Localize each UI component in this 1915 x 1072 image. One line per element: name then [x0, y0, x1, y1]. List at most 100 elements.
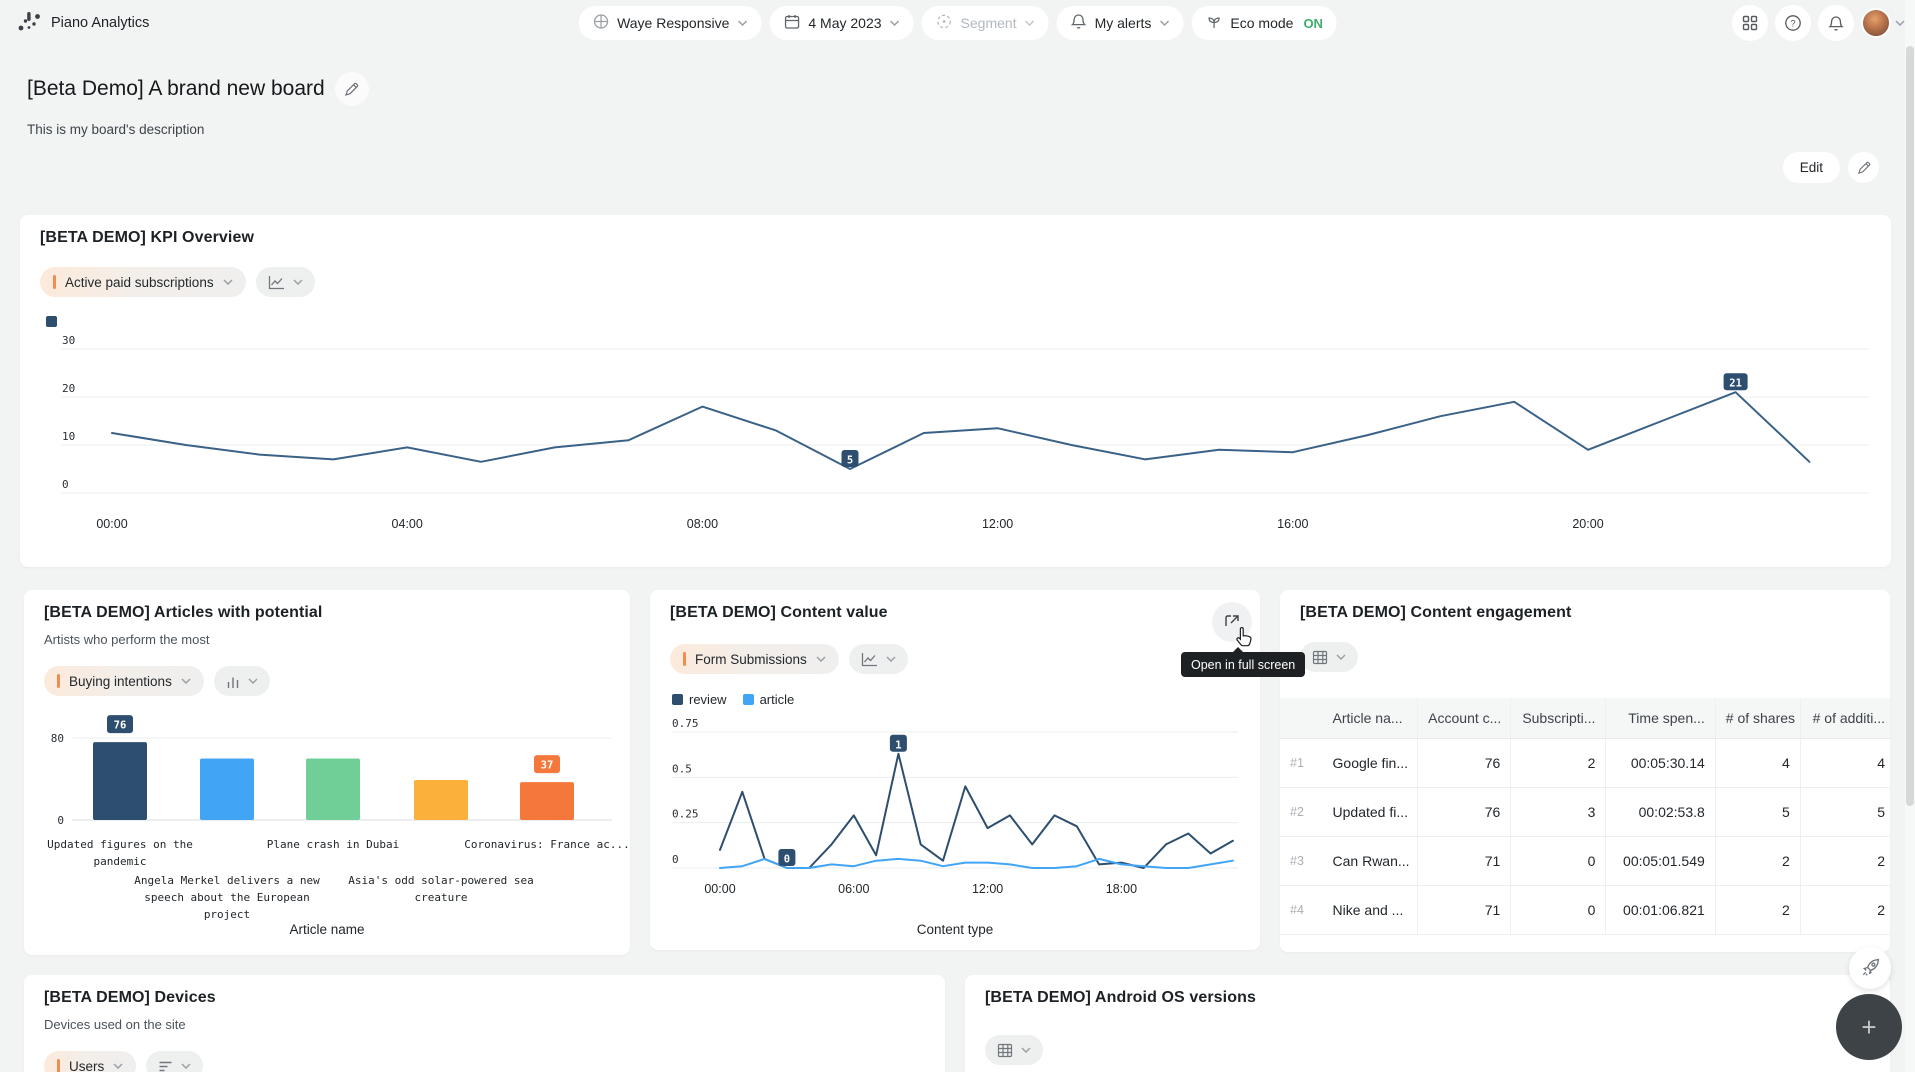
table-cell: 71: [1417, 836, 1512, 886]
date-picker[interactable]: 4 May 2023: [769, 6, 914, 40]
metric-label: Users: [69, 1058, 105, 1072]
table-cell: 76: [1417, 787, 1512, 837]
table-row[interactable]: #4 Nike and ... 71 0 00:01:06.821 2 2: [1280, 885, 1890, 935]
bar-category-label: Updated figures on the pandemic: [47, 838, 193, 869]
panel-articles-with-potential: [BETA DEMO] Articles with potential Arti…: [24, 590, 630, 955]
bar[interactable]: [520, 782, 574, 820]
brand[interactable]: Piano Analytics: [16, 7, 149, 38]
svg-text:04:00: 04:00: [392, 517, 423, 531]
segment-selector-label: Segment: [960, 15, 1017, 31]
chevron-down-icon: [248, 678, 258, 684]
column-header: Account c...: [1417, 698, 1512, 739]
table-row[interactable]: #2 Updated fi... 76 3 00:02:53.8 5 5: [1280, 787, 1890, 837]
table-cell: 00:02:53.8: [1605, 787, 1716, 837]
bar[interactable]: [200, 758, 254, 821]
edit-board-pencil-button[interactable]: [1848, 152, 1879, 183]
site-selector[interactable]: Waye Responsive: [578, 6, 762, 40]
svg-text:00:00: 00:00: [704, 882, 735, 896]
panel-subtitle: Artists who perform the most: [44, 632, 210, 647]
column-header: Article na...: [1322, 698, 1419, 739]
svg-text:80: 80: [51, 732, 64, 745]
table-cell: 76: [1417, 738, 1512, 788]
table-cell: 4: [1800, 738, 1890, 788]
row-rank: #4: [1280, 885, 1323, 935]
table-row[interactable]: #3 Can Rwan... 71 0 00:05:01.549 2 2: [1280, 836, 1890, 886]
scrollbar-thumb[interactable]: [1906, 46, 1914, 806]
my-alerts-button[interactable]: My alerts: [1056, 6, 1184, 40]
metric-accent-bar: [53, 275, 56, 289]
bar-category-label: Coronavirus: France ac...: [464, 838, 630, 851]
bar[interactable]: [414, 780, 468, 820]
pencil-icon: [1857, 161, 1870, 174]
segment-selector[interactable]: Segment: [921, 6, 1049, 40]
panel-title: [BETA DEMO] Content engagement: [1300, 604, 1572, 621]
column-header: Subscripti...: [1510, 698, 1607, 739]
svg-text:76: 76: [114, 720, 127, 732]
table-cell: 00:05:30.14: [1605, 738, 1716, 788]
eco-leaf-icon: [1205, 13, 1222, 33]
table-cell: 2: [1510, 738, 1607, 788]
kpi-series-legend-swatch[interactable]: [46, 316, 57, 327]
table-row[interactable]: #1 Google fin... 76 2 00:05:30.14 4 4: [1280, 738, 1890, 788]
metric-accent-bar: [57, 1059, 60, 1072]
metric-selector-form-submissions[interactable]: Form Submissions: [670, 644, 839, 674]
bar[interactable]: [306, 758, 360, 821]
metric-selector-users[interactable]: Users: [44, 1051, 137, 1072]
svg-text:0.5: 0.5: [672, 762, 692, 775]
table-cell: 71: [1417, 885, 1512, 935]
bar-category-label: Angela Merkel delivers a new speech abou…: [134, 874, 320, 922]
chart-type-selector[interactable]: [985, 1035, 1043, 1065]
panel-content-engagement: [BETA DEMO] Content engagement Article n…: [1280, 590, 1890, 952]
add-widget-button[interactable]: +: [1836, 994, 1902, 1060]
edit-title-button[interactable]: [334, 72, 369, 106]
metric-selector-buying-intentions[interactable]: Buying intentions: [44, 666, 204, 696]
legend-item-review[interactable]: review: [672, 692, 727, 707]
table-cell: Can Rwan...: [1322, 836, 1419, 886]
svg-text:12:00: 12:00: [972, 882, 1003, 896]
bar[interactable]: [93, 742, 147, 820]
panel-title: [BETA DEMO] Android OS versions: [985, 989, 1256, 1006]
bell-icon: [1828, 15, 1844, 31]
eco-mode-toggle[interactable]: Eco mode ON: [1191, 6, 1337, 40]
page-scrollbar[interactable]: [1905, 0, 1915, 1072]
user-menu[interactable]: [1861, 8, 1905, 38]
expand-arrow-icon: [1225, 615, 1239, 626]
column-header: Time spen...: [1605, 698, 1716, 739]
chart-type-selector[interactable]: [255, 267, 315, 297]
table-cell: Nike and ...: [1322, 885, 1419, 935]
table-icon: [997, 1043, 1013, 1057]
chart-type-selector[interactable]: [213, 666, 270, 696]
edit-board-button[interactable]: Edit: [1782, 152, 1840, 183]
svg-text:37: 37: [541, 760, 554, 772]
chevron-down-icon: [1025, 20, 1035, 26]
bar-category-label: Asia's odd solar-powered sea creature: [348, 874, 534, 905]
svg-text:21: 21: [1729, 378, 1742, 390]
chart-type-selector[interactable]: [1300, 642, 1358, 672]
legend-item-article[interactable]: article: [742, 692, 794, 707]
chevron-down-icon: [886, 656, 896, 662]
table-cell: 2: [1800, 885, 1890, 935]
help-icon: ?: [1785, 15, 1801, 31]
chart-type-selector[interactable]: [848, 644, 908, 674]
table-header-row: Article na... Account c... Subscripti... Ti…: [1280, 698, 1890, 739]
chevron-down-icon: [816, 656, 826, 662]
svg-text:00:00: 00:00: [96, 517, 127, 531]
bar-category-label: Plane crash in Dubai: [266, 838, 400, 851]
table-cell: 3: [1510, 787, 1607, 837]
apps-grid-button[interactable]: [1732, 5, 1768, 41]
table-cell: 5: [1800, 787, 1890, 837]
chart-type-selector[interactable]: [146, 1051, 204, 1072]
metric-label: Form Submissions: [695, 651, 807, 667]
bar-category-labels: Updated figures on the pandemic Angela Me…: [24, 836, 630, 922]
rocket-button[interactable]: [1849, 947, 1891, 989]
panel-devices: [BETA DEMO] Devices Devices used on the …: [24, 975, 945, 1072]
chevron-down-icon: [1021, 1047, 1031, 1053]
notifications-button[interactable]: [1818, 5, 1854, 41]
help-button[interactable]: ?: [1775, 5, 1811, 41]
date-picker-label: 4 May 2023: [808, 15, 882, 31]
nav-right-controls: ?: [1732, 5, 1905, 41]
nav-center-controls: Waye Responsive 4 May 2023 Segment My al…: [578, 6, 1337, 40]
metric-selector-active-paid-subscriptions[interactable]: Active paid subscriptions: [40, 267, 246, 297]
table-cell: 2: [1800, 836, 1890, 886]
